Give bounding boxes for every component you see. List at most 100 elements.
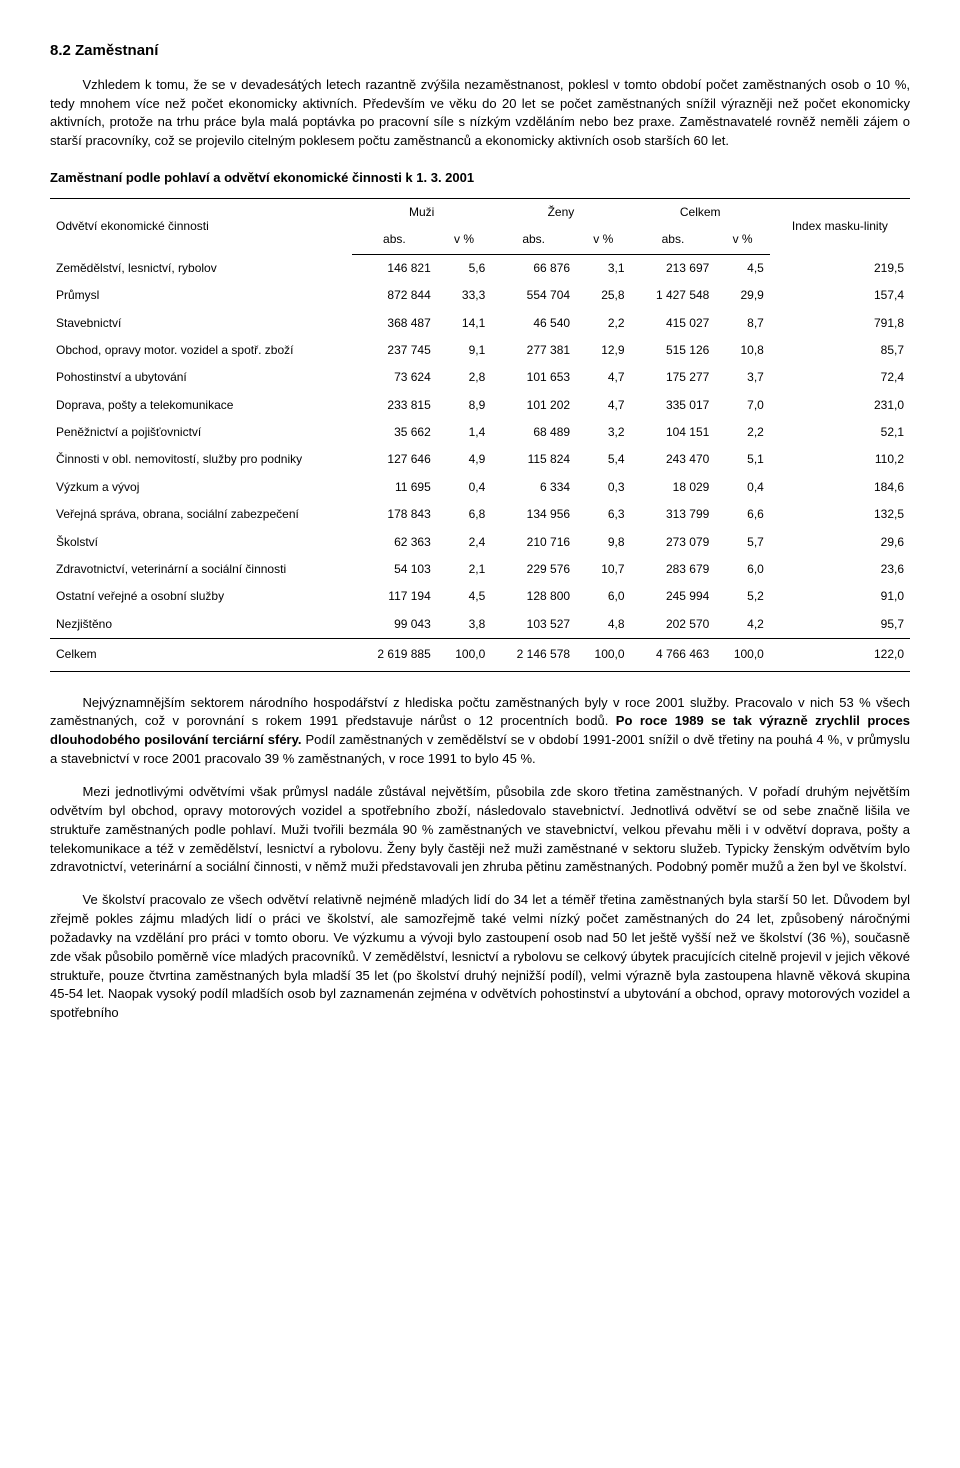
row-label: Ostatní veřejné a osobní služby	[50, 583, 352, 610]
table-row: Obchod, opravy motor. vozidel a spotř. z…	[50, 337, 910, 364]
row-label: Obchod, opravy motor. vozidel a spotř. z…	[50, 337, 352, 364]
cell: 100,0	[715, 639, 770, 671]
table-row: Pohostinství a ubytování73 6242,8101 653…	[50, 364, 910, 391]
row-label: Nezjištěno	[50, 611, 352, 639]
cell: 1,4	[437, 419, 492, 446]
cell: 2,1	[437, 556, 492, 583]
cell: 210 716	[491, 529, 576, 556]
table-row: Zemědělství, lesnictví, rybolov146 8215,…	[50, 254, 910, 282]
cell: 4,8	[576, 611, 631, 639]
cell: 66 876	[491, 254, 576, 282]
cell: 213 697	[631, 254, 716, 282]
row-label: Zemědělství, lesnictví, rybolov	[50, 254, 352, 282]
cell: 2,4	[437, 529, 492, 556]
row-label: Stavebnictví	[50, 310, 352, 337]
cell: 277 381	[491, 337, 576, 364]
cell: 101 202	[491, 392, 576, 419]
cell: 110,2	[770, 446, 910, 473]
cell: 10,8	[715, 337, 770, 364]
cell: 0,4	[437, 474, 492, 501]
cell: 95,7	[770, 611, 910, 639]
cell: 4,5	[715, 254, 770, 282]
cell: 3,8	[437, 611, 492, 639]
table-row: Nezjištěno99 0433,8103 5274,8202 5704,29…	[50, 611, 910, 639]
cell: 23,6	[770, 556, 910, 583]
cell: 283 679	[631, 556, 716, 583]
cell: 128 800	[491, 583, 576, 610]
cell: 554 704	[491, 282, 576, 309]
cell: 202 570	[631, 611, 716, 639]
cell: 8,7	[715, 310, 770, 337]
cell: 100,0	[576, 639, 631, 671]
cell: 8,9	[437, 392, 492, 419]
cell: 73 624	[352, 364, 437, 391]
cell: 4,7	[576, 364, 631, 391]
cell: 233 815	[352, 392, 437, 419]
sub-header: abs.	[352, 226, 437, 254]
cell: 122,0	[770, 639, 910, 671]
cell: 9,1	[437, 337, 492, 364]
cell: 101 653	[491, 364, 576, 391]
cell: 157,4	[770, 282, 910, 309]
row-label: Činnosti v obl. nemovitostí, služby pro …	[50, 446, 352, 473]
sub-header: v %	[715, 226, 770, 254]
cell: 515 126	[631, 337, 716, 364]
cell: 127 646	[352, 446, 437, 473]
cell: 72,4	[770, 364, 910, 391]
cell: 368 487	[352, 310, 437, 337]
cell: 6 334	[491, 474, 576, 501]
row-label: Peněžnictví a pojišťovnictví	[50, 419, 352, 446]
row-label: Celkem	[50, 639, 352, 671]
cell: 791,8	[770, 310, 910, 337]
cell: 18 029	[631, 474, 716, 501]
cell: 872 844	[352, 282, 437, 309]
cell: 229 576	[491, 556, 576, 583]
cell: 62 363	[352, 529, 437, 556]
col-group-total: Celkem	[631, 198, 770, 226]
cell: 91,0	[770, 583, 910, 610]
table-row: Stavebnictví368 48714,146 5402,2415 0278…	[50, 310, 910, 337]
cell: 5,1	[715, 446, 770, 473]
cell: 29,6	[770, 529, 910, 556]
cell: 2,2	[715, 419, 770, 446]
cell: 3,2	[576, 419, 631, 446]
sub-header: v %	[437, 226, 492, 254]
cell: 6,3	[576, 501, 631, 528]
cell: 6,0	[576, 583, 631, 610]
cell: 5,7	[715, 529, 770, 556]
cell: 46 540	[491, 310, 576, 337]
table-row: Veřejná správa, obrana, sociální zabezpe…	[50, 501, 910, 528]
cell: 0,3	[576, 474, 631, 501]
cell: 103 527	[491, 611, 576, 639]
cell: 104 151	[631, 419, 716, 446]
cell: 5,6	[437, 254, 492, 282]
cell: 219,5	[770, 254, 910, 282]
cell: 273 079	[631, 529, 716, 556]
row-label: Zdravotnictví, veterinární a sociální či…	[50, 556, 352, 583]
cell: 99 043	[352, 611, 437, 639]
cell: 100,0	[437, 639, 492, 671]
cell: 3,1	[576, 254, 631, 282]
table-row: Ostatní veřejné a osobní služby117 1944,…	[50, 583, 910, 610]
cell: 5,4	[576, 446, 631, 473]
cell: 52,1	[770, 419, 910, 446]
cell: 415 027	[631, 310, 716, 337]
paragraph-1: Vzhledem k tomu, že se v devadesátých le…	[50, 76, 910, 151]
cell: 4,9	[437, 446, 492, 473]
cell: 6,0	[715, 556, 770, 583]
table-row: Zdravotnictví, veterinární a sociální či…	[50, 556, 910, 583]
cell: 2,8	[437, 364, 492, 391]
cell: 237 745	[352, 337, 437, 364]
cell: 4,5	[437, 583, 492, 610]
cell: 117 194	[352, 583, 437, 610]
cell: 7,0	[715, 392, 770, 419]
cell: 335 017	[631, 392, 716, 419]
cell: 175 277	[631, 364, 716, 391]
cell: 10,7	[576, 556, 631, 583]
sub-header: v %	[576, 226, 631, 254]
section-heading: 8.2 Zaměstnaní	[50, 40, 910, 62]
paragraph-3: Mezi jednotlivými odvětvími však průmysl…	[50, 783, 910, 877]
cell: 3,7	[715, 364, 770, 391]
cell: 29,9	[715, 282, 770, 309]
row-label: Výzkum a vývoj	[50, 474, 352, 501]
